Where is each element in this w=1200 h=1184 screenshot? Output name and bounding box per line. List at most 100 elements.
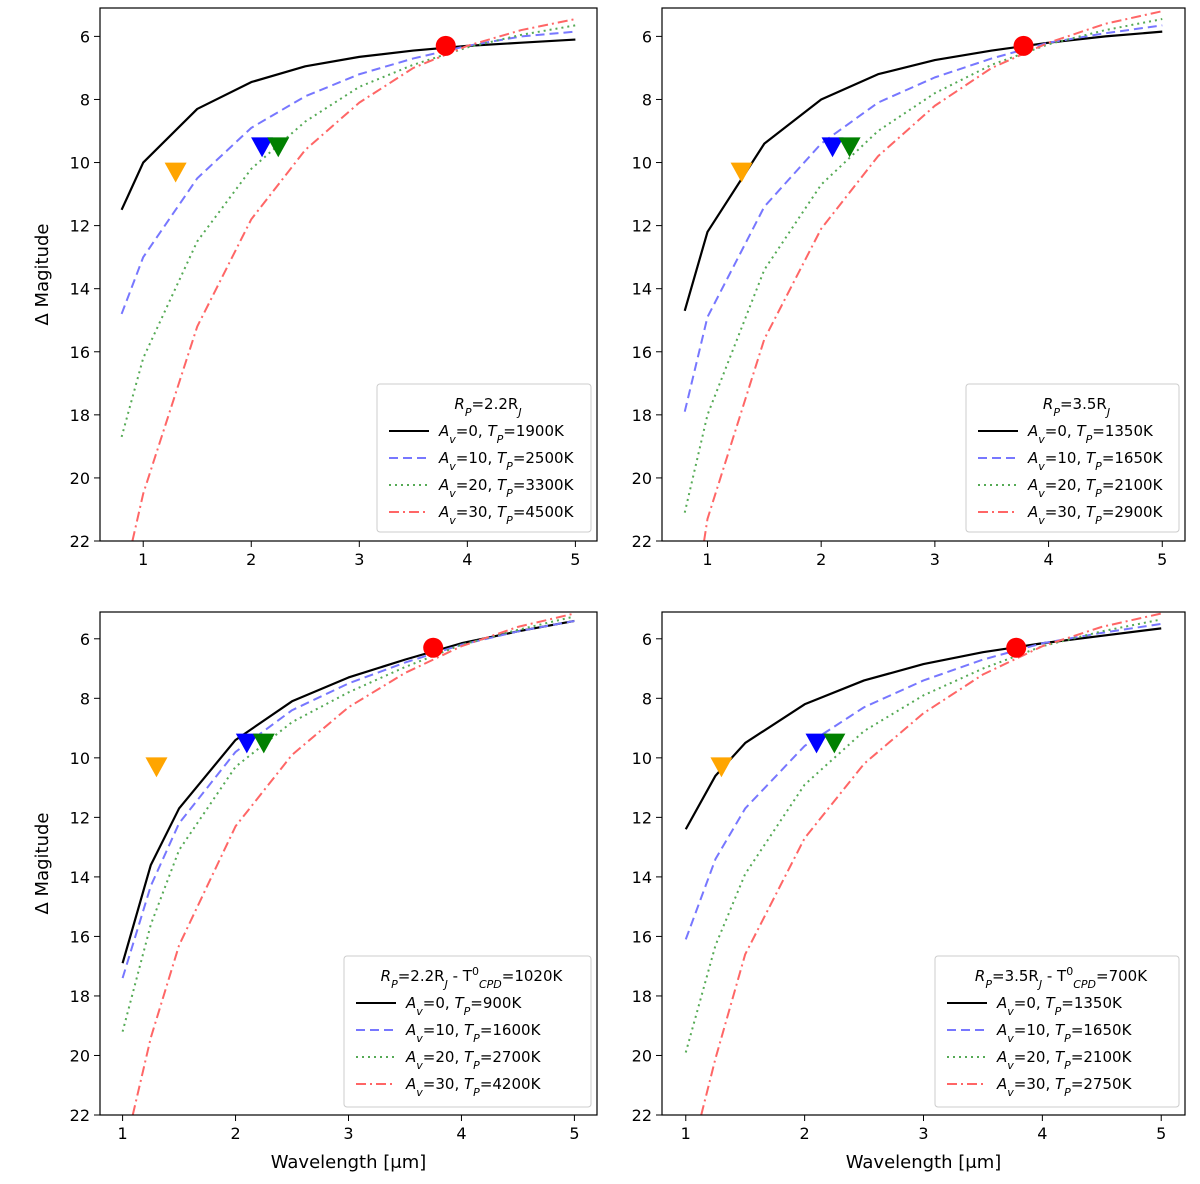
series-line-3 — [131, 18, 576, 541]
series-line-0 — [120, 38, 576, 211]
y-tick-label: 8 — [642, 90, 652, 109]
legend-title: RP=3.5RJ — [1043, 395, 1110, 419]
legend-entry-0: Av=0, TP=900K — [405, 994, 522, 1018]
orange-upper-limit-marker — [164, 162, 187, 183]
y-tick-label: 10 — [632, 154, 652, 173]
y-tick-label: 14 — [632, 868, 652, 887]
y-tick-label: 8 — [80, 90, 90, 109]
y-tick-label: 6 — [642, 27, 652, 46]
x-tick-label: 4 — [462, 550, 472, 569]
y-tick-label: 20 — [632, 1046, 652, 1065]
legend-entry-3: Av=30, TP=2750K — [996, 1075, 1133, 1099]
series-group — [120, 18, 576, 541]
y-tick-label: 12 — [632, 217, 652, 236]
y-tick-label: 18 — [632, 406, 652, 425]
y-tick-label: 16 — [632, 927, 652, 946]
legend: RP=2.2RJ Av=0, TP=1900K Av=10, TP=2500K Av=… — [376, 383, 592, 533]
blue-upper-limit-marker — [821, 137, 844, 158]
x-tick-label: 2 — [800, 1124, 810, 1143]
y-axis-label: Δ Magitude — [32, 813, 53, 915]
y-tick-label: 14 — [70, 868, 90, 887]
y-tick-label: 16 — [70, 927, 90, 946]
y-tick-label: 12 — [70, 808, 90, 827]
y-tick-label: 14 — [70, 280, 90, 299]
x-tick-label: 4 — [1037, 1124, 1047, 1143]
legend-entry-3: Av=30, TP=2900K — [1027, 503, 1164, 527]
orange-upper-limit-marker — [710, 757, 733, 778]
x-tick-label: 3 — [918, 1124, 928, 1143]
legend-frame — [376, 383, 592, 533]
orange-upper-limit-marker — [145, 757, 168, 778]
red-detection-marker — [1006, 637, 1027, 658]
y-tick-label: 16 — [632, 343, 652, 362]
legend-title: RP=2.2RJ - T0CPD=1020K — [381, 965, 564, 991]
x-tick-label: 2 — [816, 550, 826, 569]
legend-entry-1: Av=10, TP=2500K — [438, 449, 575, 473]
series-line-3 — [131, 612, 575, 1115]
series-line-1 — [683, 24, 1163, 412]
x-tick-label: 4 — [1043, 550, 1053, 569]
y-tick-label: 14 — [632, 280, 652, 299]
legend-frame — [343, 955, 592, 1108]
y-tick-label: 22 — [632, 532, 652, 551]
legend-entry-0: Av=0, TP=1900K — [438, 422, 565, 446]
y-tick-label: 18 — [70, 987, 90, 1006]
legend-entry-1: Av=10, TP=1600K — [405, 1021, 542, 1045]
x-tick-label: 1 — [117, 1124, 127, 1143]
x-tick-label: 1 — [138, 550, 148, 569]
blue-upper-limit-marker — [805, 733, 828, 754]
y-tick-label: 12 — [632, 808, 652, 827]
x-tick-label: 5 — [1156, 1124, 1166, 1143]
legend-entry-1: Av=10, TP=1650K — [1027, 449, 1164, 473]
legend-entry-0: Av=0, TP=1350K — [1027, 422, 1154, 446]
legend-entry-1: Av=10, TP=1650K — [996, 1021, 1133, 1045]
x-tick-label: 1 — [681, 1124, 691, 1143]
y-tick-label: 22 — [70, 1106, 90, 1125]
x-tick-label: 3 — [354, 550, 364, 569]
legend-frame — [965, 383, 1180, 533]
x-tick-label: 3 — [343, 1124, 353, 1143]
red-detection-marker — [1013, 35, 1034, 56]
legend-title: RP=2.2RJ — [454, 395, 521, 419]
legend-entry-2: Av=20, TP=2100K — [1027, 476, 1164, 500]
legend-entry-2: Av=20, TP=3300K — [438, 476, 575, 500]
series-group — [121, 612, 575, 1115]
x-tick-label: 3 — [930, 550, 940, 569]
y-tick-label: 20 — [70, 469, 90, 488]
x-axis-label: Wavelength [μm] — [846, 1152, 1002, 1173]
y-axis-label: Δ Magitude — [32, 224, 53, 326]
x-tick-label: 5 — [1157, 550, 1167, 569]
y-tick-label: 12 — [70, 217, 90, 236]
blue-upper-limit-marker — [251, 137, 274, 158]
legend: RP=3.5RJ - T0CPD=700K Av=0, TP=1350K Av=10… — [934, 955, 1180, 1108]
legend-entry-3: Av=30, TP=4200K — [405, 1075, 542, 1099]
x-tick-label: 5 — [569, 1124, 579, 1143]
series-group — [683, 10, 1163, 541]
y-tick-label: 10 — [70, 749, 90, 768]
blue-upper-limit-marker — [235, 733, 258, 754]
red-detection-marker — [423, 637, 444, 658]
legend-entry-2: Av=20, TP=2100K — [996, 1048, 1133, 1072]
y-tick-label: 16 — [70, 343, 90, 362]
y-tick-label: 22 — [632, 1106, 652, 1125]
green-upper-limit-marker — [823, 733, 846, 754]
y-tick-label: 22 — [70, 532, 90, 551]
series-line-2 — [121, 615, 575, 1032]
legend-frame — [934, 955, 1180, 1108]
series-line-0 — [683, 30, 1163, 312]
series-line-0 — [121, 619, 575, 964]
y-tick-label: 18 — [632, 987, 652, 1006]
green-upper-limit-marker — [838, 137, 861, 158]
x-tick-label: 2 — [246, 550, 256, 569]
x-tick-label: 2 — [230, 1124, 240, 1143]
legend-entry-0: Av=0, TP=1350K — [996, 994, 1123, 1018]
x-tick-label: 5 — [570, 550, 580, 569]
x-tick-label: 4 — [456, 1124, 466, 1143]
y-tick-label: 8 — [80, 689, 90, 708]
axes-frame — [661, 7, 1186, 542]
y-tick-label: 20 — [632, 469, 652, 488]
